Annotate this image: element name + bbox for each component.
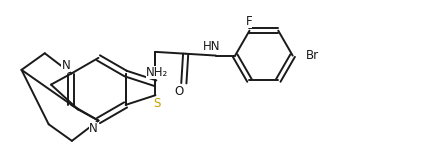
Text: N: N [89, 122, 97, 135]
Text: F: F [246, 15, 252, 28]
Text: N: N [61, 59, 70, 72]
Text: S: S [154, 97, 161, 110]
Text: NH₂: NH₂ [146, 66, 168, 79]
Text: O: O [175, 85, 184, 98]
Text: Br: Br [306, 49, 319, 62]
Text: HN: HN [203, 40, 220, 53]
